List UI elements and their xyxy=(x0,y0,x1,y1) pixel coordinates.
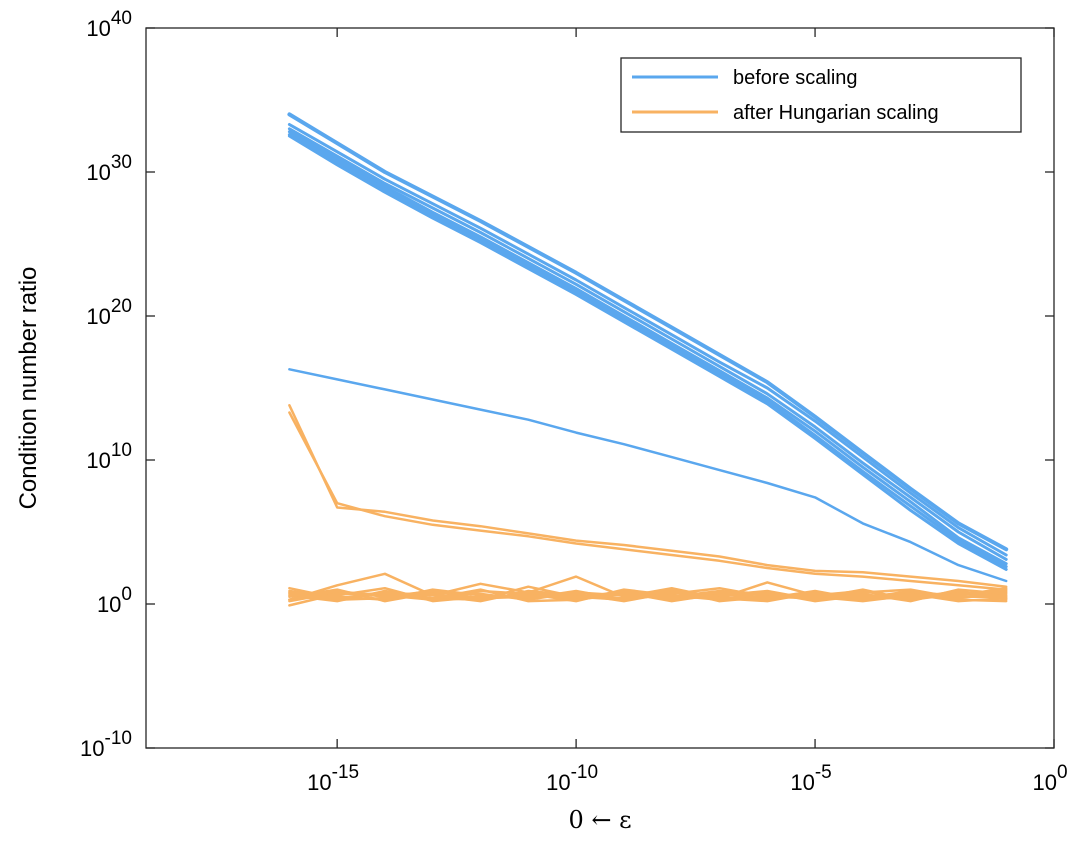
series-line-before-1 xyxy=(287,123,1008,557)
series-line-before-4 xyxy=(287,133,1008,569)
series-line-after-7 xyxy=(288,404,1008,588)
legend-label-after-hungarian-scaling: after Hungarian scaling xyxy=(733,102,939,124)
x-tick-label-0: 10-15 xyxy=(307,762,359,795)
plot-frame xyxy=(145,27,1055,749)
series-line-after-8 xyxy=(288,411,1008,591)
y-tick-label-1: 100 xyxy=(97,584,132,617)
series-layer xyxy=(287,112,1009,607)
x-tick-label-1: 10-10 xyxy=(546,762,598,795)
legend-box xyxy=(620,57,1022,133)
series-line-before-0 xyxy=(287,112,1009,552)
series-line-after-18 xyxy=(288,588,1008,603)
y-tick-label-2: 1010 xyxy=(86,440,132,473)
ticks-layer: 10-15 10-10 10-5 100 10-10 100 1010 1020 1030 104… xyxy=(80,8,1067,795)
y-axis-label: Condition number ratio xyxy=(15,267,42,510)
series-line-before-2 xyxy=(287,127,1008,561)
series-line-before-5 xyxy=(287,134,1008,571)
x-tick-label-3: 100 xyxy=(1032,762,1067,795)
y-tick-label-5: 1040 xyxy=(86,8,132,41)
legend: before scaling after Hungarian scaling xyxy=(620,57,1022,133)
y-tick-label-4: 1030 xyxy=(86,152,132,185)
x-tick-label-2: 10-5 xyxy=(790,762,831,795)
y-tick-label-3: 1020 xyxy=(86,296,132,329)
series-line-before-6 xyxy=(288,368,1008,583)
series-line-before-3 xyxy=(287,130,1008,566)
y-tick-label-0: 10-10 xyxy=(80,728,132,761)
legend-label-before-scaling: before scaling xyxy=(733,67,858,89)
x-axis-label: 0 ← ε xyxy=(568,806,631,834)
plot-background xyxy=(146,28,1054,748)
